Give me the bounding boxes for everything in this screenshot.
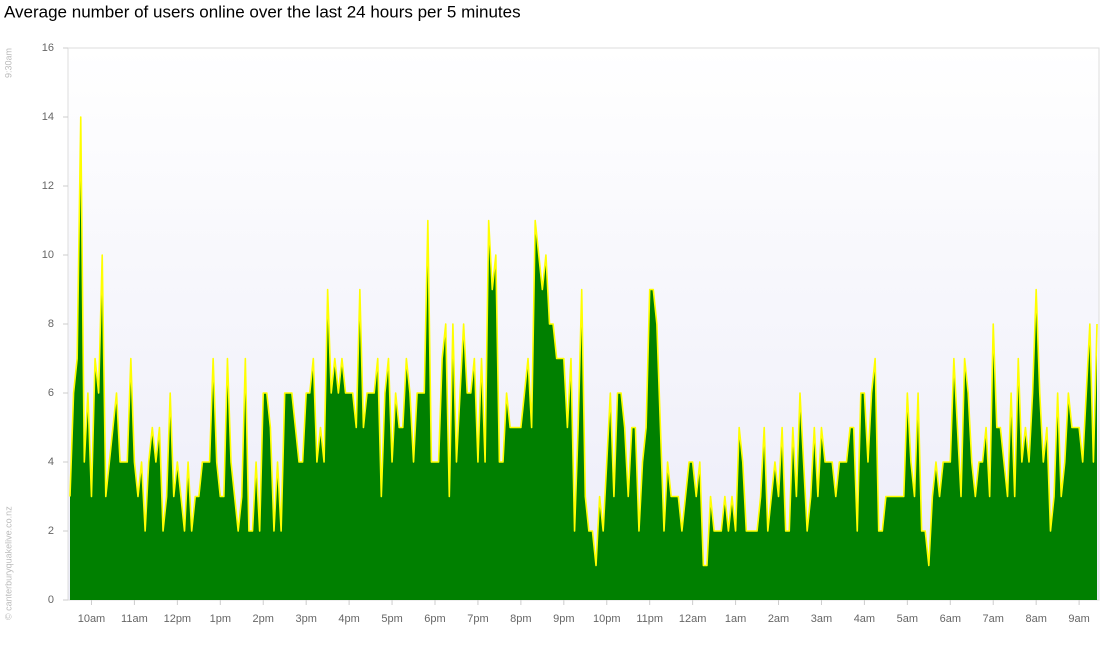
x-tick-label: 4pm — [338, 613, 359, 625]
y-tick-label: 16 — [42, 42, 54, 54]
x-tick-label: 11am — [121, 613, 148, 625]
credit: © canterburyquakelive.co.nz — [3, 506, 13, 620]
line — [69, 116, 1098, 567]
x-tick-label: 6pm — [424, 613, 445, 625]
start-label: 9:30am — [3, 48, 13, 78]
area — [70, 117, 1097, 600]
x-tick-label: 1pm — [210, 613, 231, 625]
x-tick-label: 12am — [679, 613, 707, 625]
x-tick-label: 3am — [811, 613, 832, 625]
chart-title: Average number of users online over the … — [4, 2, 521, 21]
x-tick-label: 11pm — [636, 613, 663, 625]
y-tick-label: 8 — [48, 318, 54, 330]
x-tick-label: 9am — [1068, 613, 1089, 625]
y-tick-label: 6 — [48, 387, 54, 399]
x-tick-label: 4am — [854, 613, 875, 625]
x-tick-label: 10am — [78, 613, 106, 625]
y-tick-label: 14 — [42, 111, 54, 123]
x-tick-label: 8am — [1025, 613, 1046, 625]
y-tick-label: 4 — [48, 456, 54, 468]
x-tick-label: 9pm — [553, 613, 574, 625]
y-tick-label: 2 — [48, 525, 54, 537]
x-tick-label: 7am — [983, 613, 1004, 625]
x-tick-label: 12pm — [164, 613, 192, 625]
x-tick-label: 3pm — [295, 613, 316, 625]
x-tick-label: 10pm — [593, 613, 621, 625]
x-tick-label: 1am — [725, 613, 746, 625]
x-tick-label: 8pm — [510, 613, 531, 625]
x-tick-label: 7pm — [467, 613, 488, 625]
y-tick-label: 10 — [42, 249, 54, 261]
x-tick-label: 5pm — [381, 613, 402, 625]
x-tick-label: 2am — [768, 613, 789, 625]
x-tick-label: 2pm — [253, 613, 274, 625]
y-tick-label: 12 — [42, 180, 54, 192]
x-tick-label: 5am — [897, 613, 918, 625]
x-tick-label: 6am — [940, 613, 961, 625]
y-tick-label: 0 — [48, 594, 54, 606]
